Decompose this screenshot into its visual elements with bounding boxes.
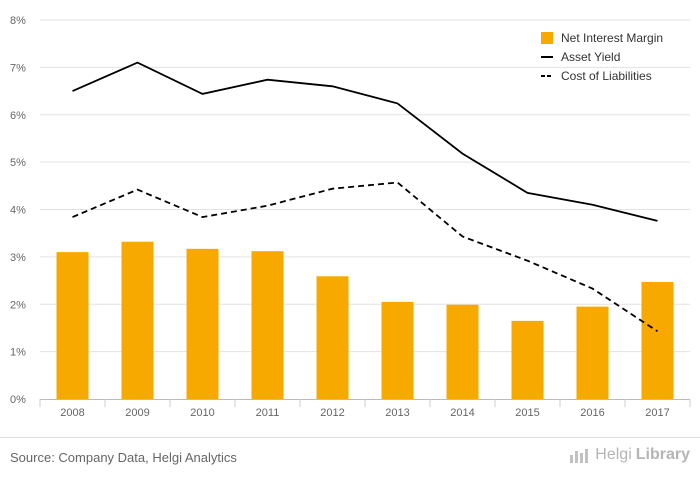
x-tick-label: 2017 <box>645 407 669 419</box>
source-note: Source: Company Data, Helgi Analytics <box>10 450 237 465</box>
bar <box>576 306 609 399</box>
brand-logo: Helgi Library <box>569 446 690 464</box>
bar <box>251 251 284 399</box>
x-tick-label: 2012 <box>320 407 344 419</box>
brand-name-first: Helgi <box>595 446 632 463</box>
y-tick-label: 4% <box>10 205 26 217</box>
bar-series <box>56 241 674 399</box>
y-tick-label: 6% <box>10 110 26 122</box>
x-tick-label: 2014 <box>450 407 474 419</box>
legend-label: Net Interest Margin <box>561 31 663 45</box>
bar <box>121 241 154 399</box>
x-tick-label: 2013 <box>385 407 409 419</box>
bar <box>446 304 479 399</box>
x-tick-label: 2011 <box>256 407 280 419</box>
y-tick-label: 5% <box>10 157 26 169</box>
bar <box>186 248 219 399</box>
bar <box>511 320 544 399</box>
y-tick-label: 1% <box>10 347 26 359</box>
bar <box>381 301 414 399</box>
chart-svg: 0%1%2%3%4%5%6%7%8% 2008 2009 2010 2011 2012 2… <box>10 15 691 419</box>
legend-swatch <box>541 32 553 44</box>
y-tick-label: 2% <box>10 299 26 311</box>
brand-name-second: Library <box>635 446 690 463</box>
line-series <box>72 61 658 333</box>
y-tick-label: 0% <box>10 394 26 406</box>
x-tick-label: 2008 <box>60 407 84 419</box>
series-line <box>72 181 658 333</box>
y-tick-label: 3% <box>10 252 26 264</box>
bar <box>56 252 89 399</box>
library-icon <box>570 449 589 463</box>
x-tick-label: 2015 <box>515 407 539 419</box>
y-axis-ticks: 0% 1% 2% 3% 4% 5% 6% 7% 8% <box>10 15 26 406</box>
y-tick-label: 8% <box>10 15 26 27</box>
x-tick-label: 2016 <box>580 407 604 419</box>
series-line <box>72 61 658 222</box>
x-tick-label: 2009 <box>125 407 149 419</box>
x-tick-label: 2010 <box>190 407 214 419</box>
legend-label: Asset Yield <box>561 50 620 64</box>
y-tick-label: 7% <box>10 62 26 74</box>
bar <box>641 281 674 399</box>
x-axis: 2008 2009 2010 2011 2012 2013 2014 2015 2016 2017 <box>39 399 691 419</box>
legend-label: Cost of Liabilities <box>561 69 652 83</box>
bar <box>316 276 349 399</box>
legend: Net Interest Margin Asset Yield Cost of Li… <box>541 31 663 83</box>
footer-divider <box>0 437 700 438</box>
